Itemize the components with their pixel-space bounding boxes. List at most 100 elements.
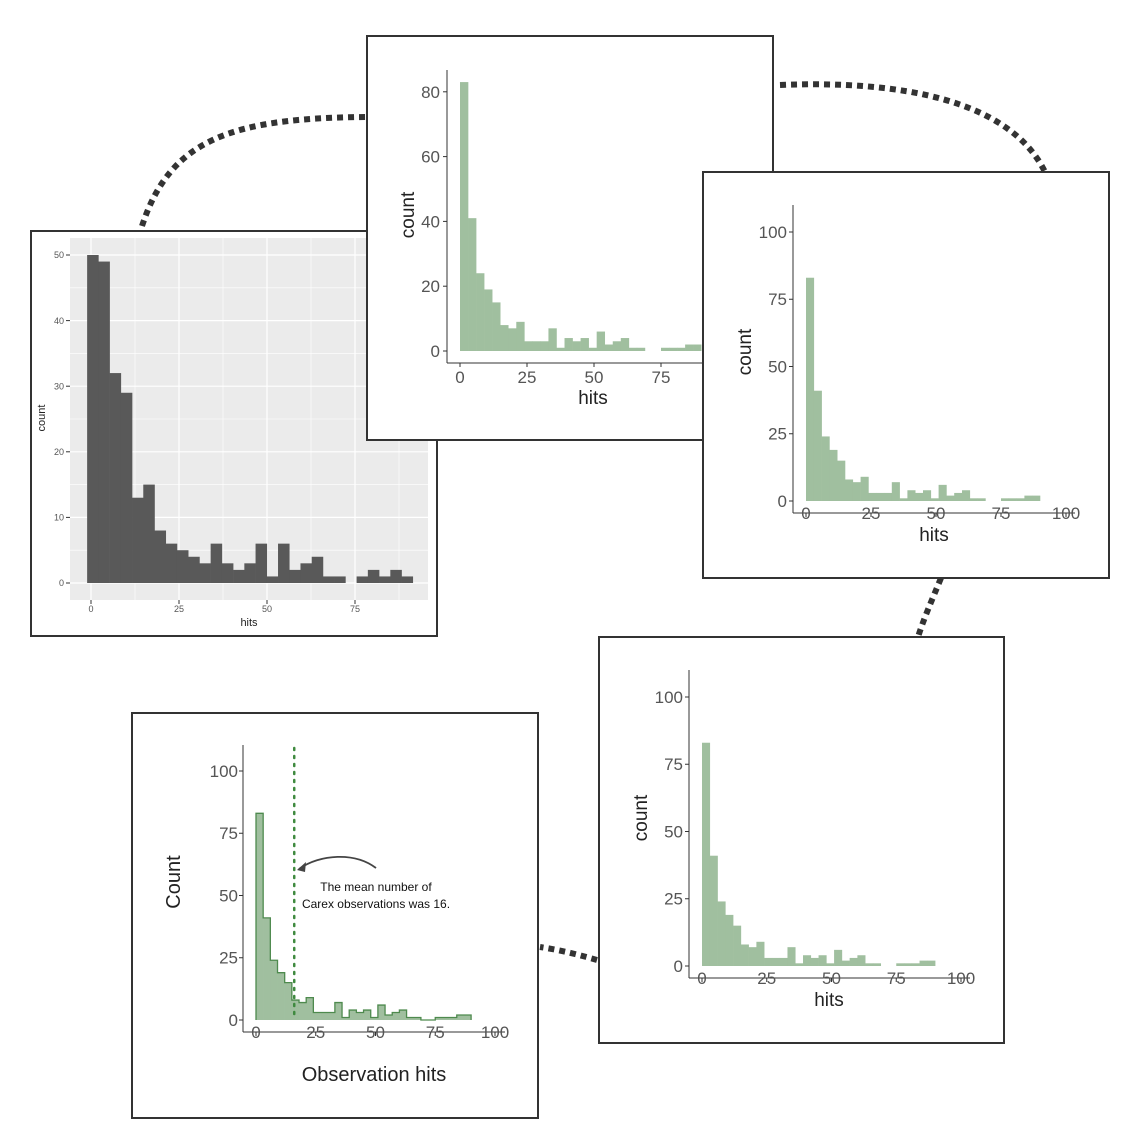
y-tick-label: 75 (219, 824, 238, 843)
histogram-bar (787, 947, 796, 966)
y-axis-title: count (398, 191, 419, 238)
histogram-bar (284, 982, 293, 1020)
panel-frame (702, 171, 1110, 579)
y-tick-label: 0 (778, 492, 787, 511)
y-tick-label: 50 (54, 250, 64, 260)
y-tick-label: 100 (210, 762, 238, 781)
histogram-bar (911, 963, 920, 966)
histogram-bar (620, 338, 630, 351)
annotation-line-1: The mean number of (320, 880, 432, 894)
histogram-bar (1001, 498, 1010, 501)
histogram-bar (834, 949, 843, 966)
y-tick-label: 100 (759, 223, 787, 242)
y-tick-label: 30 (54, 381, 64, 391)
histogram-bar (435, 1017, 443, 1020)
histogram-bar (367, 569, 380, 583)
x-tick-label: 75 (992, 504, 1011, 523)
histogram-bar (278, 543, 290, 583)
y-tick-label: 25 (219, 949, 238, 968)
x-axis-title: hits (578, 388, 608, 409)
histogram-bar (327, 1012, 336, 1020)
histogram-bar (306, 997, 314, 1020)
y-tick-label: 20 (54, 447, 64, 457)
histogram-bar (849, 957, 858, 966)
histogram-bar (857, 955, 866, 966)
histogram-bar (588, 347, 597, 351)
x-tick-label: 0 (801, 504, 810, 523)
histogram-bar (311, 556, 324, 583)
x-tick-label: 0 (697, 969, 706, 988)
histogram-bar (385, 1015, 393, 1020)
y-axis-title: count (735, 328, 756, 375)
y-tick-label: 20 (421, 277, 440, 296)
histogram-bar (516, 321, 525, 351)
x-tick-label: 75 (887, 969, 906, 988)
histogram-bar (263, 917, 271, 1020)
histogram-panel-4: 0 25 50 75 100 0 25 50 75 100 hits count (598, 636, 1005, 1044)
y-tick-label: 25 (768, 425, 787, 444)
histogram-bar (540, 341, 549, 351)
histogram-bar (821, 436, 830, 501)
histogram-bar (460, 82, 469, 351)
x-tick-label: 25 (306, 1023, 325, 1042)
histogram-bar (564, 338, 573, 351)
histogram-bar (484, 289, 493, 351)
histogram-bar (277, 972, 285, 1020)
histogram-bar (476, 273, 485, 351)
histogram-bar (556, 347, 565, 351)
histogram-bar (334, 1002, 343, 1020)
histogram-bar (442, 1017, 450, 1020)
histogram-bar (733, 925, 742, 966)
histogram-bar (1032, 495, 1041, 501)
histogram-bar (334, 576, 346, 583)
histogram-bar (492, 302, 501, 351)
histogram-bar (930, 498, 939, 501)
connector-4-to-5 (539, 944, 598, 963)
histogram-bar (693, 344, 702, 351)
histogram-bar (199, 563, 211, 583)
histogram-bar (524, 341, 533, 351)
histogram-bar (392, 1012, 400, 1020)
y-tick-label: 25 (664, 890, 683, 909)
connector-3-to-4 (915, 576, 944, 638)
y-tick-label: 0 (59, 578, 64, 588)
y-tick-label: 50 (664, 822, 683, 841)
x-tick-label: 50 (822, 969, 841, 988)
x-tick-label: 25 (518, 368, 537, 387)
connector-2-to-3 (779, 81, 1048, 174)
histogram-bar (256, 813, 264, 1020)
connectors (139, 81, 1048, 963)
histogram-bar (829, 449, 838, 501)
x-tick-label: 25 (862, 504, 881, 523)
histogram-bar (876, 492, 885, 501)
y-tick-label: 50 (768, 357, 787, 376)
x-tick-label: 25 (757, 969, 776, 988)
histogram-bar (291, 1000, 300, 1020)
histogram-bar (896, 963, 905, 966)
histogram-bar (244, 563, 256, 583)
histogram-bar (399, 1010, 407, 1020)
histogram-bar (969, 498, 978, 501)
histogram-bar (661, 347, 670, 351)
histogram-bar (356, 576, 369, 583)
y-tick-label: 75 (768, 290, 787, 309)
histogram-bar (379, 576, 391, 583)
histogram-bar (709, 855, 718, 966)
histogram-bar (813, 390, 822, 501)
histogram-bar (938, 484, 947, 501)
x-tick-label: 100 (947, 969, 975, 988)
histogram-bar (764, 957, 773, 966)
histogram-bar (946, 495, 955, 501)
histogram-bar (977, 498, 986, 501)
histogram-bar (899, 498, 908, 501)
histogram-bar (636, 347, 646, 351)
histogram-bar (266, 576, 279, 583)
histogram-bar (915, 492, 924, 501)
histogram-bar (120, 392, 133, 583)
histogram-bar (810, 957, 819, 966)
histogram-bar (532, 341, 541, 351)
histogram-bar (717, 901, 726, 966)
histogram-bar (612, 341, 622, 351)
x-tick-label: 25 (174, 604, 184, 614)
